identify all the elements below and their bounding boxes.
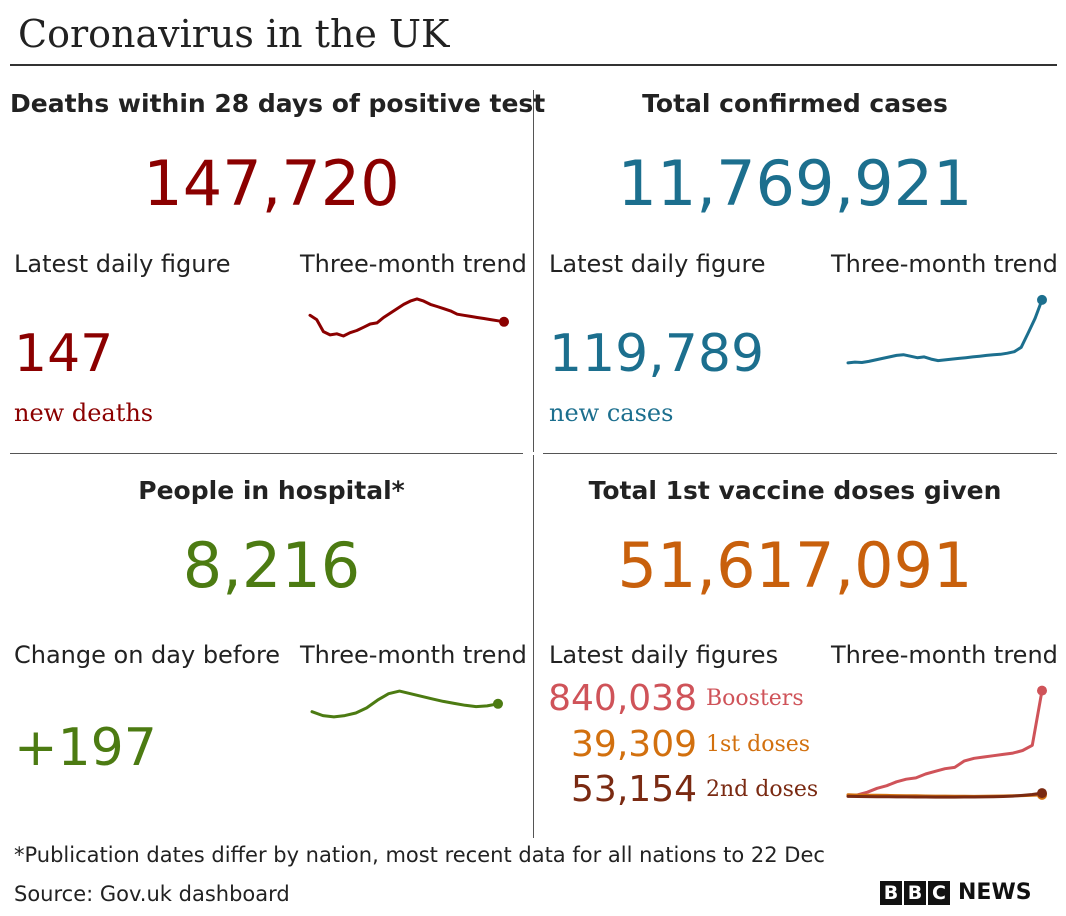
cases-trend-chart	[846, 294, 1047, 365]
bbc-news-logo: B B C NEWS	[880, 881, 1032, 905]
vaccine-trend-label: Three-month trend	[831, 641, 1058, 669]
trend-endpoint-2nd-doses	[1037, 788, 1047, 799]
boosters-value: 840,038	[548, 678, 697, 719]
deaths-latest-label: Latest daily figure	[14, 250, 231, 278]
deaths-heading: Deaths within 28 days of positive test	[10, 89, 546, 118]
divider-horizontal-right	[543, 453, 1057, 454]
trend-line-2nd-doses	[846, 791, 1044, 799]
deaths-trend-label: Three-month trend	[300, 250, 527, 278]
hospital-latest-value: +197	[14, 718, 157, 778]
hospital-trend-label: Three-month trend	[300, 641, 527, 669]
trend-endpoint-daily-cases	[1037, 294, 1047, 305]
deaths-trend-chart	[308, 297, 509, 338]
title-rule	[10, 64, 1057, 66]
cases-trend-label: Three-month trend	[831, 250, 1058, 278]
hospital-total: 8,216	[182, 529, 361, 602]
cases-heading: Total confirmed cases	[642, 89, 948, 118]
second-doses-label: 2nd doses	[706, 777, 819, 802]
cases-latest-unit: new cases	[549, 399, 674, 427]
first-doses-label: 1st doses	[706, 732, 811, 757]
divider-vertical-bottom	[533, 455, 534, 838]
vaccine-trend-chart	[846, 685, 1047, 800]
trend-endpoint-boosters	[1037, 685, 1047, 696]
bbc-logo-letter-1: B	[880, 881, 902, 905]
deaths-latest-value: 147	[14, 324, 114, 384]
divider-horizontal-left	[10, 453, 523, 454]
bbc-logo-news: NEWS	[958, 880, 1032, 905]
hospital-heading: People in hospital*	[138, 476, 405, 505]
second-doses-value: 53,154	[571, 769, 697, 810]
hospital-trend-chart	[310, 689, 503, 719]
trend-endpoint-patients-in-hospital	[493, 698, 503, 709]
hospital-latest-label: Change on day before	[14, 641, 281, 669]
deaths-latest-unit: new deaths	[14, 399, 154, 427]
vaccine-heading: Total 1st vaccine doses given	[588, 476, 1002, 505]
source-text: Source: Gov.uk dashboard	[14, 882, 290, 906]
footnote: *Publication dates differ by nation, mos…	[14, 843, 825, 867]
cases-latest-value: 119,789	[549, 324, 765, 384]
page-title: Coronavirus in the UK	[18, 12, 450, 56]
boosters-label: Boosters	[706, 686, 804, 711]
bbc-logo-letter-2: B	[904, 881, 926, 905]
divider-vertical-top	[533, 90, 534, 452]
cases-latest-label: Latest daily figure	[549, 250, 766, 278]
trend-line-patients-in-hospital	[310, 689, 500, 719]
trend-line-boosters	[846, 689, 1044, 798]
trend-line-daily-cases	[846, 298, 1044, 365]
trend-endpoint-daily-deaths	[499, 316, 509, 327]
vaccine-latest-label: Latest daily figures	[549, 641, 779, 669]
bbc-logo-letter-3: C	[928, 881, 950, 905]
vaccine-total: 51,617,091	[617, 529, 973, 602]
first-doses-value: 39,309	[571, 724, 697, 765]
deaths-total: 147,720	[143, 147, 400, 220]
trend-line-daily-deaths	[308, 297, 506, 338]
cases-total: 11,769,921	[617, 147, 973, 220]
